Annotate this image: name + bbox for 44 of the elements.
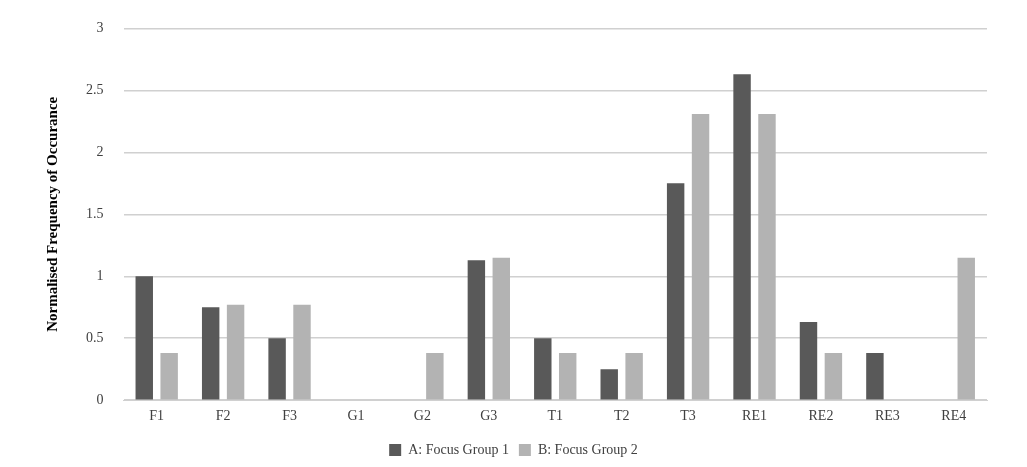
bar [824, 353, 843, 400]
bar [625, 353, 643, 400]
legend-label: A: Focus Group 1 [408, 441, 509, 457]
x-tick-label: RE2 [808, 408, 834, 424]
y-tick-label: 2 [96, 144, 104, 160]
x-tick-label: F1 [149, 408, 165, 424]
x-tick-label: T1 [547, 408, 564, 424]
bar [666, 183, 685, 400]
bar [691, 113, 710, 400]
bar [733, 74, 751, 400]
x-tick-label: G1 [347, 408, 365, 424]
bar [201, 307, 220, 400]
y-tick-label: 1.5 [86, 205, 104, 221]
bar [758, 113, 776, 400]
bar [268, 338, 286, 400]
y-tick-label: 0.5 [86, 329, 104, 345]
y-tick-label: 1 [96, 267, 104, 283]
y-tick-label: 3 [96, 20, 104, 36]
bar [957, 257, 975, 400]
bar [467, 260, 486, 400]
x-tick-label: RE1 [742, 408, 767, 424]
x-tick-label: G2 [413, 408, 431, 424]
legend-label: B: Focus Group 2 [537, 441, 638, 457]
y-tick-label: 2.5 [86, 82, 104, 98]
y-tick-label: 0 [96, 391, 104, 407]
bar [226, 304, 245, 400]
x-tick-label: T2 [613, 408, 630, 424]
x-tick-label: RE4 [941, 408, 967, 424]
x-tick-label: RE3 [874, 408, 900, 424]
bar [799, 322, 818, 400]
y-axis-title: Normalised Frequency of Occurance [43, 96, 60, 332]
bar [600, 369, 618, 400]
x-tick-label: T3 [680, 408, 696, 424]
bar [293, 304, 311, 400]
bar [534, 338, 552, 400]
x-tick-label: F2 [215, 408, 231, 424]
bar [492, 257, 510, 400]
bar [160, 353, 178, 400]
bar [135, 276, 153, 400]
bar [558, 353, 577, 400]
bar [426, 353, 444, 400]
x-tick-label: F3 [282, 408, 297, 424]
bar [866, 353, 884, 400]
x-tick-label: G3 [480, 408, 498, 424]
